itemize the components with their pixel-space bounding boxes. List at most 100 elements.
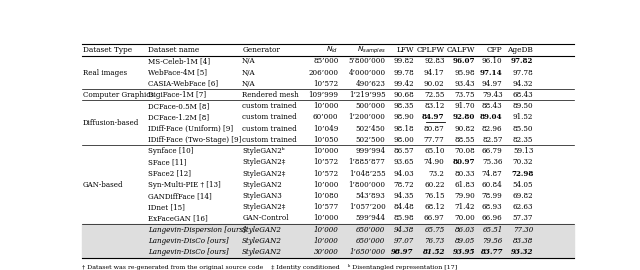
Text: 59.13: 59.13	[513, 147, 533, 155]
Text: StyleGAN2‡: StyleGAN2‡	[242, 170, 285, 178]
Text: 84.97: 84.97	[422, 113, 445, 122]
Text: 65.75: 65.75	[424, 226, 445, 234]
Text: 1’650’000: 1’650’000	[349, 248, 385, 256]
Bar	[83, 247, 573, 258]
Text: WebFace-4M [5]: WebFace-4M [5]	[148, 69, 207, 76]
Text: 490’623: 490’623	[356, 80, 385, 88]
Text: Generator: Generator	[242, 46, 280, 54]
Text: 84.48: 84.48	[393, 203, 414, 211]
Text: 71.42: 71.42	[455, 203, 476, 211]
Text: 10’049: 10’049	[313, 125, 339, 133]
Text: 30’000: 30’000	[314, 248, 339, 256]
Text: IDnet [15]: IDnet [15]	[148, 203, 185, 211]
Text: 92.83: 92.83	[424, 57, 445, 65]
Text: StyleGAN2: StyleGAN2	[242, 248, 282, 256]
Text: 10’000: 10’000	[313, 147, 339, 155]
Text: Dataset name: Dataset name	[148, 46, 199, 54]
Text: 98.00: 98.00	[393, 136, 414, 144]
Text: 10’572: 10’572	[314, 80, 339, 88]
Text: 94.38: 94.38	[394, 226, 414, 234]
Text: 502’500: 502’500	[356, 136, 385, 144]
Text: 99.78: 99.78	[393, 69, 414, 76]
Text: 68.43: 68.43	[513, 91, 533, 99]
Text: custom trained: custom trained	[242, 113, 297, 122]
Text: 10’572: 10’572	[314, 170, 339, 178]
Text: GAN-Control: GAN-Control	[242, 214, 289, 222]
Text: 94.35: 94.35	[394, 192, 414, 200]
Text: 99.42: 99.42	[393, 80, 414, 88]
Text: custom trained: custom trained	[242, 136, 297, 144]
Text: ExFaceGAN [16]: ExFaceGAN [16]	[148, 214, 208, 222]
Text: Rendered mesh: Rendered mesh	[242, 91, 299, 99]
Text: 93.32: 93.32	[511, 248, 533, 256]
Text: 74.87: 74.87	[482, 170, 502, 178]
Text: 72.98: 72.98	[511, 170, 533, 178]
Text: IDiff-Face (Two-Stage) [9]: IDiff-Face (Two-Stage) [9]	[148, 136, 241, 144]
Text: 60.22: 60.22	[424, 181, 445, 189]
Text: 206’000: 206’000	[308, 69, 339, 76]
Text: 93.95: 93.95	[453, 248, 476, 256]
Text: 650’000: 650’000	[356, 226, 385, 234]
Text: StyleGAN2: StyleGAN2	[242, 226, 282, 234]
Text: 77.30: 77.30	[513, 226, 533, 234]
Text: Synface [10]: Synface [10]	[148, 147, 193, 155]
Text: 54.05: 54.05	[513, 181, 533, 189]
Text: 79.56: 79.56	[483, 237, 502, 245]
Text: 74.90: 74.90	[424, 158, 445, 166]
Text: 999’994: 999’994	[355, 147, 385, 155]
Text: 94.32: 94.32	[513, 80, 533, 88]
Text: 90.68: 90.68	[393, 91, 414, 99]
Text: 97.14: 97.14	[480, 69, 502, 76]
Text: 75.36: 75.36	[482, 158, 502, 166]
Text: 99.82: 99.82	[393, 57, 414, 65]
Text: 650’000: 650’000	[356, 237, 385, 245]
Text: 10’000: 10’000	[313, 102, 339, 110]
Text: StyleGAN3: StyleGAN3	[242, 192, 282, 200]
Text: 10’050: 10’050	[313, 136, 339, 144]
Text: Diffusion-based: Diffusion-based	[83, 119, 140, 127]
Text: 95.98: 95.98	[454, 69, 476, 76]
Text: 90.82: 90.82	[454, 125, 476, 133]
Text: 72.55: 72.55	[424, 91, 445, 99]
Text: Dataset Type: Dataset Type	[83, 46, 132, 54]
Text: custom trained: custom trained	[242, 102, 297, 110]
Text: StyleGAN2ᵇ: StyleGAN2ᵇ	[242, 147, 285, 155]
Text: 1’800’000: 1’800’000	[349, 181, 385, 189]
Text: 73.75: 73.75	[455, 91, 476, 99]
Text: 1’057’200: 1’057’200	[349, 203, 385, 211]
Text: 65.10: 65.10	[424, 147, 445, 155]
Text: 10’000: 10’000	[314, 237, 339, 245]
Text: 98.18: 98.18	[393, 125, 414, 133]
Text: 10’000: 10’000	[313, 214, 339, 222]
Text: 1’885’877: 1’885’877	[349, 158, 385, 166]
Text: 57.37: 57.37	[513, 214, 533, 222]
Text: 93.43: 93.43	[455, 80, 476, 88]
Text: 61.83: 61.83	[455, 181, 476, 189]
Text: 10’080: 10’080	[313, 192, 339, 200]
Text: SFace [11]: SFace [11]	[148, 158, 186, 166]
Text: 83.38: 83.38	[513, 237, 533, 245]
Text: 89.05: 89.05	[455, 237, 476, 245]
Text: 62.63: 62.63	[513, 203, 533, 211]
Text: 96.10: 96.10	[482, 57, 502, 65]
Text: 80.97: 80.97	[453, 158, 476, 166]
Text: 82.57: 82.57	[482, 136, 502, 144]
Text: GANDiffFace [14]: GANDiffFace [14]	[148, 192, 212, 200]
Text: 88.43: 88.43	[482, 102, 502, 110]
Text: CFP: CFP	[487, 46, 502, 54]
Text: Langevin-DisCo [ours]: Langevin-DisCo [ours]	[148, 248, 228, 256]
Text: 98.97: 98.97	[391, 248, 414, 256]
Text: 66.96: 66.96	[482, 214, 502, 222]
Text: StyleGAN2: StyleGAN2	[242, 181, 282, 189]
Text: SFace2 [12]: SFace2 [12]	[148, 170, 191, 178]
Bar	[83, 235, 573, 247]
Text: 85’000: 85’000	[313, 57, 339, 65]
Text: 66.97: 66.97	[424, 214, 445, 222]
Text: 70.08: 70.08	[454, 147, 476, 155]
Text: Langevin-DisCo [ours]: Langevin-DisCo [ours]	[148, 237, 228, 245]
Text: 96.07: 96.07	[453, 57, 476, 65]
Text: 98.35: 98.35	[394, 102, 414, 110]
Text: 68.93: 68.93	[482, 203, 502, 211]
Text: 82.96: 82.96	[482, 125, 502, 133]
Text: 78.99: 78.99	[482, 192, 502, 200]
